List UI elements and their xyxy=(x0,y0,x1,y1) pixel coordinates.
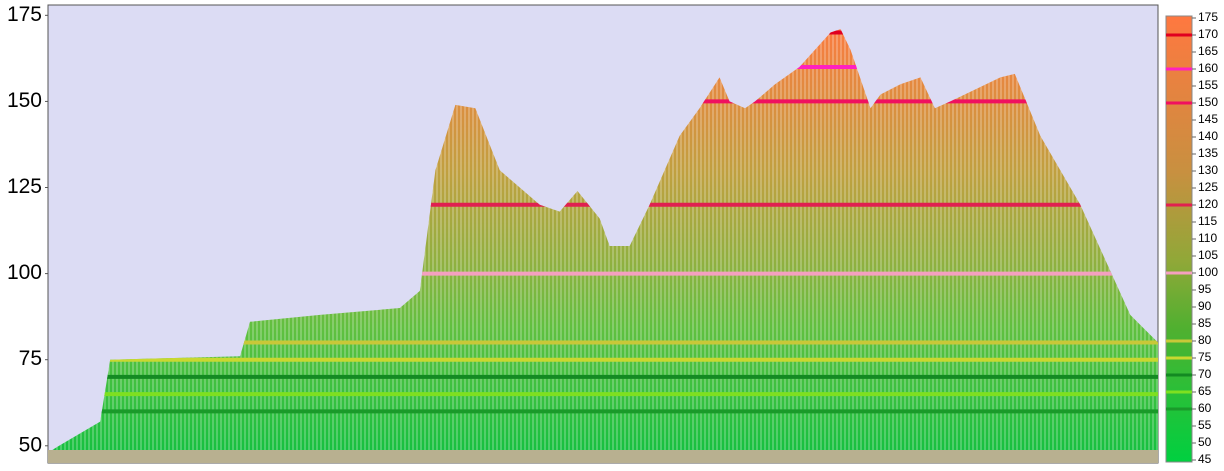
colorbar-tick-label: 125 xyxy=(1198,180,1218,194)
colorbar-tick-label: 155 xyxy=(1198,78,1218,92)
y-tick-label: 175 xyxy=(7,3,42,26)
colorbar-tick-label: 170 xyxy=(1198,27,1218,41)
colorbar-tick-label: 80 xyxy=(1198,333,1212,347)
colorbar-tick-label: 150 xyxy=(1198,95,1218,109)
colorbar-tick-label: 160 xyxy=(1198,61,1218,75)
colorbar-tick-label: 110 xyxy=(1198,231,1217,245)
y-tick-label: 75 xyxy=(19,347,42,370)
colorbar xyxy=(1166,16,1192,462)
y-tick-label: 50 xyxy=(19,433,42,456)
colorbar-tick-label: 175 xyxy=(1198,10,1218,24)
colorbar-tick-label: 165 xyxy=(1198,44,1218,58)
colorbar-tick-label: 90 xyxy=(1198,299,1212,313)
colorbar-tick-label: 115 xyxy=(1198,214,1217,228)
colorbar-tick-label: 75 xyxy=(1198,350,1212,364)
colorbar-tick-label: 140 xyxy=(1198,129,1218,143)
y-tick-label: 100 xyxy=(7,261,42,284)
colorbar-tick-label: 120 xyxy=(1198,197,1218,211)
colorbar-tick-label: 135 xyxy=(1198,146,1218,160)
colorbar-tick-label: 70 xyxy=(1198,367,1212,381)
chart: 45 50 55 60 65 70 75 80 85 90 95 100 105 110 115 120 125… xyxy=(0,0,1224,471)
colorbar-tick-label: 60 xyxy=(1198,401,1212,415)
colorbar-tick-label: 55 xyxy=(1198,418,1212,432)
ground xyxy=(48,450,1158,463)
colorbar-tick-label: 100 xyxy=(1198,265,1218,279)
colorbar-tick-label: 85 xyxy=(1198,316,1212,330)
colorbar-tick-label: 145 xyxy=(1198,112,1218,126)
colorbar-tick-label: 65 xyxy=(1198,384,1212,398)
y-tick-label: 125 xyxy=(7,175,42,198)
colorbar-tick-label: 50 xyxy=(1198,435,1212,449)
colorbar-tick-label: 130 xyxy=(1198,163,1218,177)
y-tick-label: 150 xyxy=(7,89,42,112)
colorbar-tick-label: 95 xyxy=(1198,282,1212,296)
colorbar-tick-label: 105 xyxy=(1198,248,1218,262)
colorbar-tick-label: 45 xyxy=(1198,452,1212,466)
